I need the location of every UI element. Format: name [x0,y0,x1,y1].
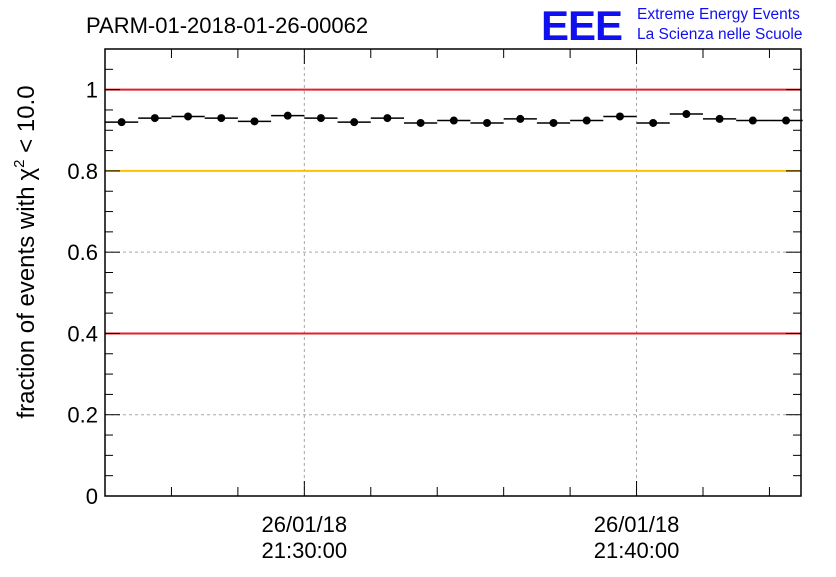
data-point [715,114,724,123]
y-axis-label-text: fraction of events with [13,186,40,418]
y-axis-label: fraction of events with χ2 < 10.0 [11,85,40,418]
x-tick-label-time: 21:30:00 [262,538,348,563]
data-point [748,116,757,125]
logo-mark: EEE [541,2,622,49]
y-tick-label: 0.4 [67,321,98,346]
data-point [117,118,126,127]
data-point [782,116,791,125]
eee-logo: EEE Extreme Energy Events La Scienza nel… [541,2,802,49]
data-point [449,116,458,125]
data-point [383,114,392,123]
data-point [682,110,691,119]
y-tick-label: 1 [86,78,98,103]
data-point [582,116,591,125]
y-axis-label-exponent: 2 [11,159,28,167]
data-point [184,112,193,121]
data-point [316,114,325,123]
data-point [516,114,525,123]
y-tick-label: 0.6 [67,240,98,265]
y-tick-label: 0.8 [67,159,98,184]
x-tick-label-time: 21:40:00 [594,538,680,563]
data-point [283,111,292,120]
data-point [217,114,226,123]
y-tick-label: 0.2 [67,403,98,428]
y-axis-label-tail: < 10.0 [13,85,40,159]
data-point [649,118,658,127]
plot-frame [104,48,802,497]
data-point [549,118,558,127]
logo-line-1: Extreme Energy Events [637,6,800,23]
data-point [416,118,425,127]
x-tick-label-date: 26/01/18 [594,512,680,537]
data-point [250,117,259,126]
logo-line-2: La Scienza nelle Scuole [637,26,802,43]
data-point [615,112,624,121]
y-tick-label: 0 [86,484,98,509]
data-point [483,118,492,127]
x-tick-label-date: 26/01/18 [262,512,348,537]
data-point [150,114,159,123]
y-axis-label-symbol: χ [13,167,40,180]
chart-title: PARM-01-2018-01-26-00062 [86,13,368,38]
data-point [350,118,359,127]
